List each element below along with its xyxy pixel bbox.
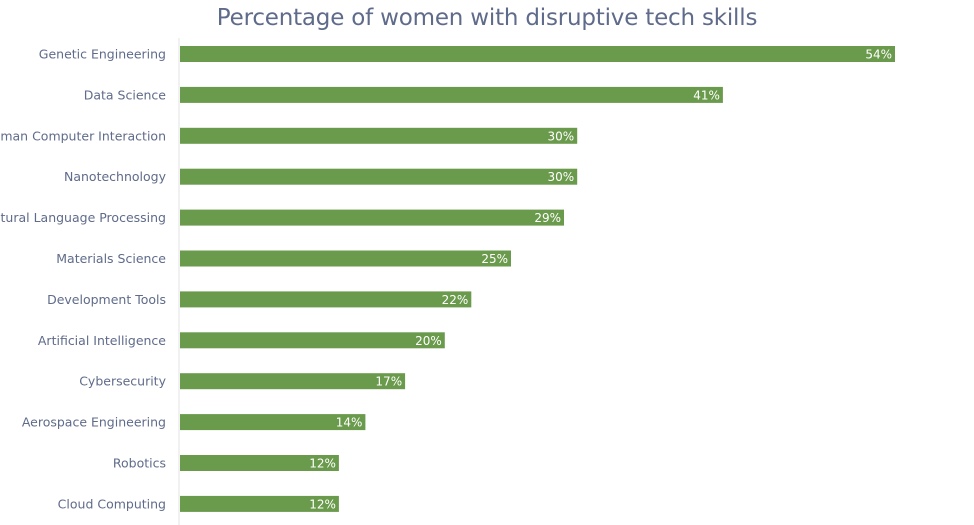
category-label: Development Tools	[47, 292, 166, 307]
data-label: 29%	[534, 211, 561, 225]
data-label: 17%	[375, 375, 402, 389]
data-label: 14%	[336, 416, 363, 430]
category-label: Human Computer Interaction	[0, 128, 166, 143]
data-label: 54%	[865, 48, 892, 62]
category-label: Robotics	[113, 456, 166, 471]
category-label: Cloud Computing	[58, 496, 166, 511]
bar-cloud-computing	[180, 495, 339, 512]
category-label: Aerospace Engineering	[22, 415, 166, 430]
category-label: Data Science	[84, 87, 167, 102]
bar-development-tools	[180, 291, 472, 308]
bar-materials-science	[180, 250, 511, 267]
data-label: 12%	[309, 497, 336, 511]
bar-artificial-intelligence	[180, 332, 445, 349]
bar-aerospace-engineering	[180, 414, 366, 431]
category-label: Natural Language Processing	[0, 210, 166, 225]
category-label: Genetic Engineering	[39, 47, 166, 62]
data-label: 20%	[415, 334, 442, 348]
chart-title: Percentage of women with disruptive tech…	[216, 5, 758, 31]
data-label: 30%	[548, 129, 575, 143]
bar-robotics	[180, 455, 339, 471]
category-label: Artificial Intelligence	[38, 333, 166, 348]
data-label: 12%	[309, 457, 336, 471]
bar-human-computer-interaction	[180, 127, 578, 144]
bar-data-science	[180, 86, 723, 103]
data-label: 41%	[693, 88, 720, 102]
data-label: 25%	[481, 252, 508, 266]
bar-nanotechnology	[180, 168, 578, 185]
category-label: Cybersecurity	[79, 374, 166, 389]
bar-natural-language-processing	[180, 209, 564, 226]
category-label: Materials Science	[56, 251, 166, 266]
bar-cybersecurity	[180, 373, 406, 390]
bar-genetic-engineering	[180, 46, 895, 62]
category-label: Nanotechnology	[64, 169, 167, 184]
data-label: 22%	[442, 293, 469, 307]
bars-group: Genetic Engineering 54% Data Science 41% Hum…	[0, 46, 895, 512]
data-label: 30%	[548, 170, 575, 184]
